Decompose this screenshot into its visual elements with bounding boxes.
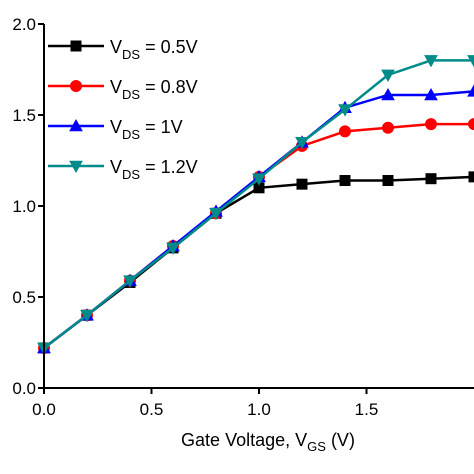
x-axis-title-subscript: GS <box>307 439 326 454</box>
x-tick-label: 0.0 <box>32 400 56 419</box>
data-point <box>123 275 137 288</box>
axes-layer <box>43 24 474 389</box>
legend-label-main: V <box>110 37 122 57</box>
data-point <box>424 87 438 101</box>
legend-label-main: V <box>110 77 122 97</box>
legend-entry-1: VDS = 0.8V <box>48 77 198 102</box>
legend-label-value: = 0.5V <box>140 37 198 57</box>
data-point <box>425 118 437 131</box>
legend-label-value: = 1V <box>140 117 183 137</box>
legend-label-value: = 0.8V <box>140 77 198 97</box>
data-point <box>338 104 352 117</box>
x-axis-title-main: Gate Voltage, V <box>181 430 307 450</box>
data-point <box>166 242 180 255</box>
legend-label: VDS = 0.8V <box>110 77 198 102</box>
legend-label-main: V <box>110 117 122 137</box>
data-point <box>468 171 474 183</box>
ticks-layer: 0.0 0.5 1.0 1.5 2.0 0.0 0.5 1.0 1.5 <box>12 15 378 419</box>
legend-label: VDS = 1V <box>110 117 183 142</box>
series-0 <box>38 171 474 354</box>
x-tick-label: 1.5 <box>355 400 379 419</box>
data-point <box>69 118 83 132</box>
data-point <box>339 175 351 187</box>
x-tick-label: 1.0 <box>247 400 271 419</box>
data-point <box>209 207 223 221</box>
legend-label-subscript: DS <box>122 167 140 182</box>
legend-label-subscript: DS <box>122 127 140 142</box>
y-tick-label: 2.0 <box>12 15 36 34</box>
data-point <box>425 173 437 185</box>
data-point <box>69 160 83 174</box>
x-axis-title: Gate Voltage, VGS (V) <box>181 430 355 454</box>
series-line <box>43 122 474 349</box>
legend-entry-3: VDS = 1.2V <box>48 157 198 182</box>
data-point <box>467 84 474 97</box>
series-line <box>43 59 474 349</box>
data-point <box>296 178 308 190</box>
legend-label-subscript: DS <box>122 87 140 102</box>
data-point <box>70 80 82 92</box>
y-tick-label: 0.5 <box>12 288 36 307</box>
legend-label-subscript: DS <box>122 47 140 62</box>
data-point <box>70 40 82 52</box>
data-point <box>80 309 94 323</box>
x-tick-label: 0.5 <box>140 400 164 419</box>
data-point <box>424 55 438 68</box>
legend-label-value: = 1.2V <box>140 157 198 177</box>
series-layer <box>37 55 474 355</box>
legend-entry-0: VDS = 0.5V <box>48 37 198 62</box>
y-tick-label: 1.5 <box>12 106 36 125</box>
series-line <box>43 90 474 349</box>
y-tick-label: 0.0 <box>12 379 36 398</box>
legend-label: VDS = 0.5V <box>110 37 198 62</box>
legend-entry-2: VDS = 1V <box>48 117 183 142</box>
data-point <box>252 173 266 186</box>
y-tick-label: 1.0 <box>12 197 36 216</box>
data-point <box>339 125 351 138</box>
data-point <box>468 118 474 131</box>
series-1 <box>38 118 474 354</box>
series-3 <box>37 55 474 355</box>
data-point <box>295 137 309 150</box>
data-point <box>381 87 395 101</box>
data-point <box>467 55 474 68</box>
data-point <box>382 175 394 187</box>
legend-label-main: V <box>110 157 122 177</box>
data-point <box>381 69 395 82</box>
legend-label: VDS = 1.2V <box>110 157 198 182</box>
data-point <box>382 121 394 134</box>
series-line <box>43 175 474 349</box>
x-axis-title-unit: (V) <box>326 430 355 450</box>
